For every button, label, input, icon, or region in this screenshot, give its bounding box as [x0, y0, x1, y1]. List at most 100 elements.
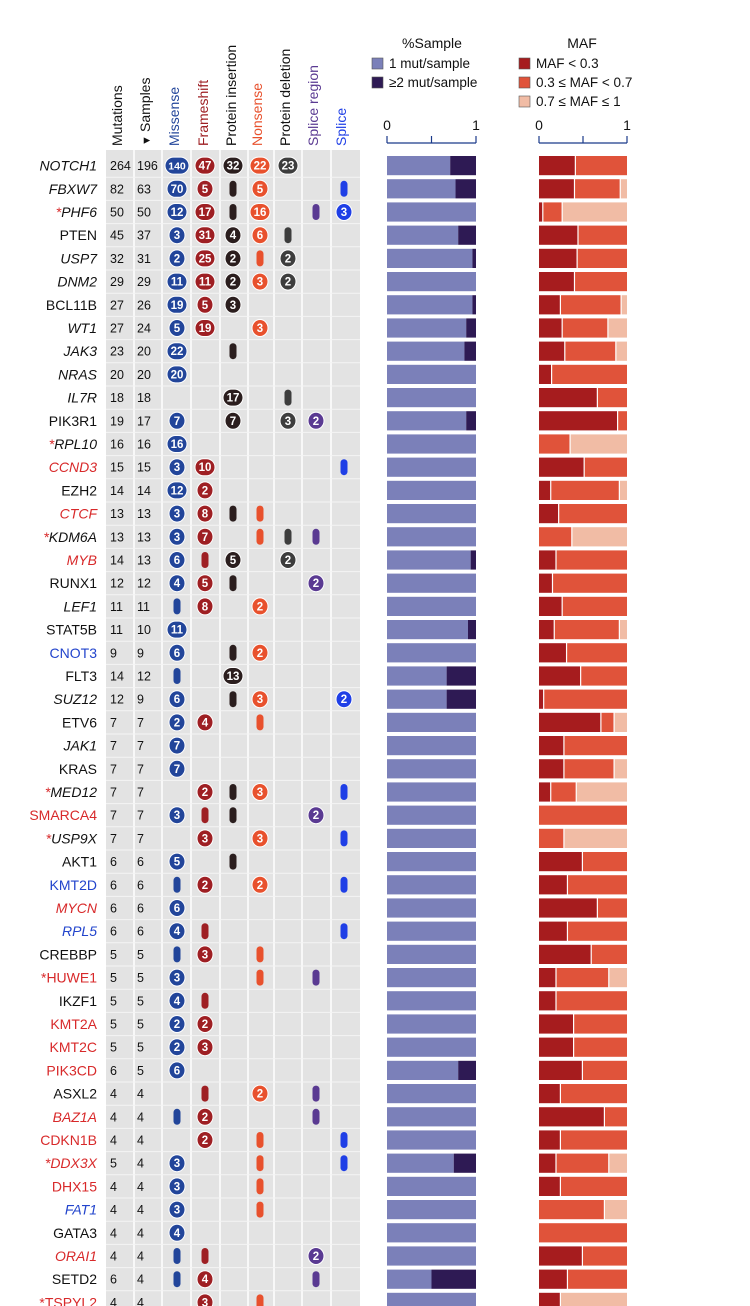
badge-shape: [168, 806, 186, 825]
gene-label: RPL10: [54, 436, 97, 452]
gene-label: MYCN: [56, 900, 98, 916]
badge-value: 8: [202, 601, 209, 613]
badge-missense: 6: [168, 643, 186, 662]
maf-bar-segment: [539, 504, 559, 524]
gene-name: *HUWE1: [41, 970, 97, 986]
badge-frameshift: 5: [196, 295, 214, 314]
maf-bar-segment: [539, 643, 566, 663]
maf-bar-segment: [539, 434, 570, 454]
maf-bar-segment: [552, 364, 627, 384]
mutations-count: 14: [110, 554, 124, 568]
badge-missense: [173, 598, 181, 615]
gene-name: *PHF6: [56, 204, 97, 220]
gene-label: DNM2: [57, 274, 97, 290]
samples-count: 5: [137, 1018, 144, 1032]
badge-frameshift: 3: [196, 945, 214, 964]
badge-missense: 3: [168, 226, 186, 245]
gene-name: FAT1: [65, 1202, 97, 1218]
badge-splice-region: [312, 1108, 320, 1125]
gene-label: IL7R: [67, 390, 97, 406]
maf-panel-title: MAF: [567, 35, 597, 51]
badge-value: 4: [230, 230, 237, 242]
gene-label: PIK3CD: [46, 1062, 97, 1078]
maf-bar-segment: [539, 480, 551, 500]
badge-shape: [168, 1038, 186, 1057]
badge-shape: [196, 783, 214, 801]
badge-shape: [307, 411, 325, 430]
table-row: IL7R 18 18 17: [67, 388, 627, 408]
badge-shape: [196, 574, 214, 593]
badge-shape: [166, 620, 188, 639]
pill-mark: [340, 923, 348, 940]
table-row: *RPL10 16 16 16: [49, 434, 627, 454]
badge-splice-region: [312, 969, 320, 986]
badge-missense: 2: [168, 1015, 186, 1033]
badge-value: 3: [257, 833, 263, 845]
badge-nonsense: 5: [251, 179, 269, 198]
badge-shape: [196, 829, 214, 848]
badge-insertion: [229, 784, 237, 800]
pill-mark: [173, 876, 181, 893]
badge-insertion: 3: [224, 295, 242, 314]
table-row: ETV6 7 7 2 4: [62, 712, 627, 732]
badge-shape: [168, 551, 186, 569]
samples-count: 4: [137, 1110, 144, 1124]
gene-label: ORAI1: [55, 1248, 97, 1264]
maf-bar-segment: [539, 1037, 573, 1057]
badge-missense: 6: [168, 690, 186, 709]
sample-bar-one-mut: [387, 1292, 476, 1306]
maf-bar-segment: [539, 944, 591, 964]
badge-value: 2: [202, 1019, 208, 1031]
badge-value: 2: [230, 277, 236, 289]
column-header-label: Protein deletion: [277, 49, 293, 146]
table-row: DHX15 4 4 3: [52, 1176, 627, 1196]
badge-value: 2: [230, 253, 236, 265]
samples-count: 4: [137, 1157, 144, 1171]
table-row: IKZF1 5 5 4: [59, 991, 627, 1011]
badge-nonsense: 6: [251, 226, 269, 245]
badge-shape: [194, 156, 216, 175]
samples-count: 15: [137, 461, 151, 475]
samples-count: 4: [137, 1250, 144, 1264]
gene-label: TSPYL2: [45, 1294, 97, 1306]
gene-name: IKZF1: [59, 993, 97, 1009]
badge-shape: [196, 945, 214, 964]
badge-value: 3: [202, 833, 208, 845]
badge-value: 7: [174, 416, 180, 428]
badge-shape: [168, 899, 186, 917]
pill-mark: [201, 1085, 209, 1102]
gene-label: PHF6: [61, 204, 97, 220]
maf-panel-tick-label: 0: [535, 117, 543, 133]
gene-name: CDKN1B: [40, 1132, 97, 1148]
badge-shape: [224, 272, 242, 291]
sample-bar-one-mut: [387, 1060, 459, 1080]
pill-mark: [201, 1248, 209, 1264]
gene-name: FBXW7: [49, 181, 98, 197]
badge-shape: [166, 365, 188, 384]
maf-bar-segment: [584, 457, 627, 477]
badge-value: 25: [199, 253, 212, 265]
maf-panel-legend-swatch: [518, 95, 531, 108]
maf-bar-segment: [543, 202, 562, 222]
mutations-count: 4: [110, 1296, 117, 1306]
badge-insertion: 2: [224, 272, 242, 291]
table-row: ASXL2 4 4 2: [53, 1084, 627, 1104]
maf-bar-segment: [539, 875, 567, 895]
badge-nonsense: 3: [251, 829, 269, 848]
table-row: *USP9X 7 7 3 3: [46, 828, 627, 848]
maf-bar-segment: [621, 295, 627, 315]
asterisk-marker: *: [39, 1294, 45, 1306]
samples-count: 7: [137, 786, 144, 800]
badge-missense: 11: [166, 620, 188, 639]
badge-shape: [196, 1270, 214, 1289]
badge-deletion: 2: [279, 272, 297, 291]
sample-bar-one-mut: [387, 759, 476, 779]
badge-shape: [251, 597, 269, 616]
badge-splice-region: [312, 528, 320, 545]
mutations-count: 5: [110, 1018, 117, 1032]
badge-nonsense: [256, 714, 264, 731]
badge-shape: [196, 179, 214, 198]
pill-mark: [201, 807, 209, 824]
sample-bar-two-mut: [466, 411, 476, 431]
table-row: MYB 14 13 6 5 2: [67, 550, 627, 570]
